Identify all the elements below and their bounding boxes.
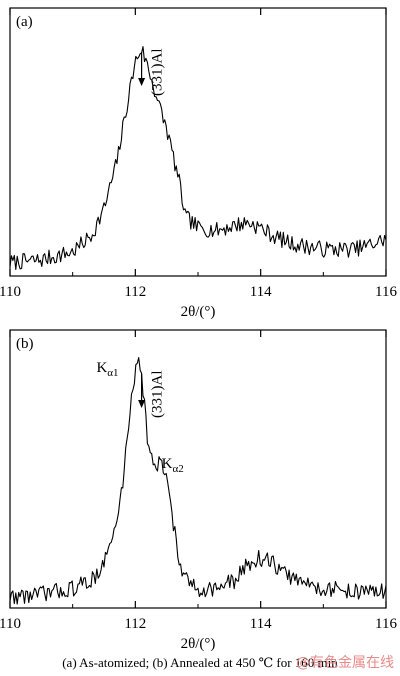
panel-label: (b): [16, 336, 34, 352]
x-axis-label: 2θ/(°): [181, 304, 216, 320]
x-tick-label: 110: [0, 284, 21, 300]
x-tick-label: 112: [124, 616, 146, 632]
panel-label: (a): [16, 14, 33, 30]
kalpha-label: Kα2: [162, 456, 184, 475]
chart-panel-a: 110 112 114 116 2θ/(°) (a) (331)Al: [0, 7, 397, 320]
peak-arrowhead: [138, 400, 146, 408]
peak-label: (331)Al: [150, 49, 166, 97]
plot-frame: [9, 7, 387, 277]
xrd-trace: [9, 46, 387, 270]
x-tick-label: 112: [124, 284, 146, 300]
x-tick-label: 114: [250, 616, 272, 632]
xrd-trace: [9, 357, 387, 605]
watermark: @有色金属在线: [296, 654, 394, 671]
chart-panel-b: 110 112 114 116 2θ/(°) (b) (331)Al Kα1 Kα2: [0, 329, 397, 652]
figure-caption: (a) As-atomized; (b) Annealed at 450 ℃ f…: [62, 655, 338, 670]
x-tick-label: 116: [375, 616, 397, 632]
kalpha-label: Kα1: [96, 360, 118, 379]
plot-frame: [9, 329, 387, 609]
x-tick-label: 110: [0, 616, 21, 632]
x-tick-label: 116: [375, 284, 397, 300]
x-axis-label: 2θ/(°): [181, 636, 216, 652]
peak-arrowhead: [138, 78, 146, 86]
peak-label: (331)Al: [150, 371, 166, 419]
x-tick-label: 114: [250, 284, 272, 300]
